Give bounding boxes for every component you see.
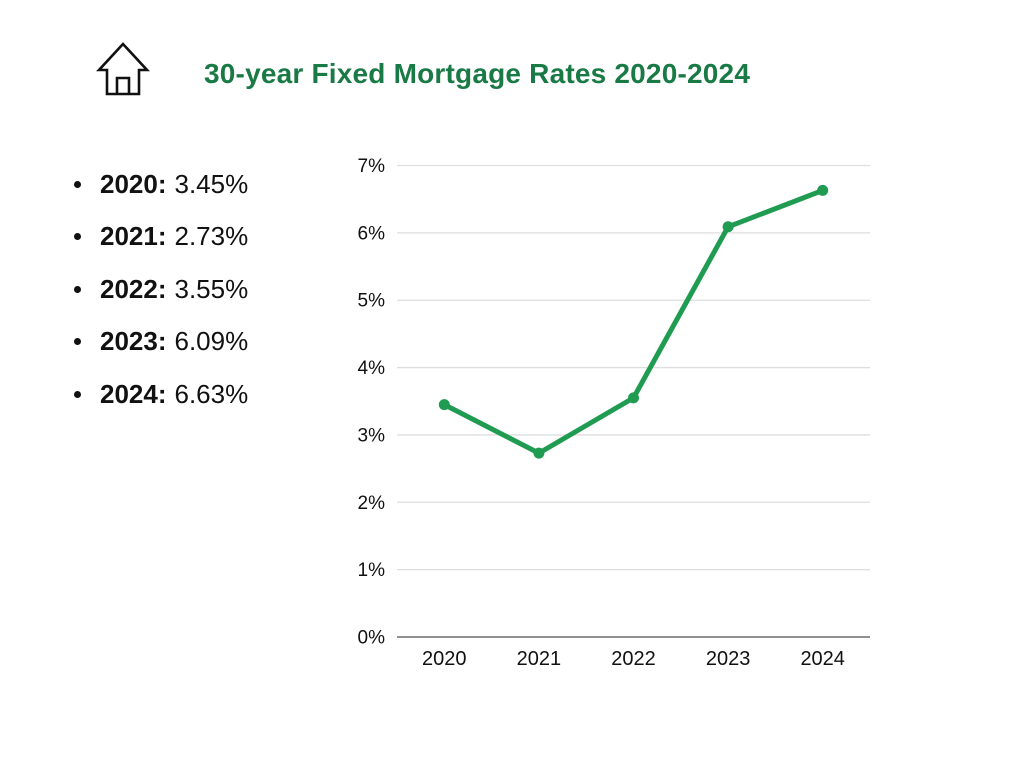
rate-value: 3.55% (174, 273, 249, 304)
rate-year-label: 2024: (100, 378, 167, 409)
y-tick-label: 3% (358, 425, 386, 446)
rate-value: 2.73% (174, 221, 249, 252)
rate-list-item: 2021: 2.73% (70, 211, 248, 264)
rate-list-item: 2020: 3.45% (70, 158, 248, 211)
rate-year-label: 2023: (100, 326, 167, 357)
y-tick-label: 1% (358, 560, 386, 581)
x-tick-label: 2021 (517, 648, 562, 670)
home-icon-svg (96, 42, 150, 96)
bullet-icon (74, 233, 81, 241)
page-title: 30-year Fixed Mortgage Rates 2020-2024 (204, 58, 751, 89)
rate-list-item: 2023: 6.09% (70, 316, 248, 369)
bullet-icon (74, 180, 81, 188)
rate-value: 6.09% (174, 326, 249, 357)
house-outline (96, 42, 150, 96)
data-point-marker (817, 184, 829, 196)
rate-value: 6.63% (174, 378, 249, 409)
y-tick-label: 5% (358, 291, 386, 312)
y-tick-label: 6% (358, 223, 386, 244)
bullet-icon (74, 390, 81, 398)
y-tick-label: 0% (358, 628, 386, 649)
bullet-icon (74, 338, 81, 346)
rate-year-label: 2022: (100, 273, 167, 304)
data-point-marker (438, 399, 450, 411)
home-icon (96, 42, 150, 96)
y-tick-label: 7% (358, 156, 386, 177)
x-tick-label: 2024 (800, 648, 845, 670)
y-tick-label: 2% (358, 493, 386, 514)
rate-value: 3.45% (174, 168, 249, 199)
mortgage-rates-line-chart: 0% 1% 2% 3% 4% 5% 6% 7% 2020 2021 2022 2023 2024 (358, 156, 870, 670)
x-tick-label: 2023 (706, 648, 751, 670)
data-point-marker (628, 392, 639, 404)
rate-year-label: 2020: (100, 168, 167, 199)
data-point-marker (722, 221, 734, 233)
x-tick-label: 2020 (422, 648, 467, 670)
rate-list-item: 2024: 6.63% (70, 368, 248, 421)
bullet-icon (74, 285, 81, 293)
rate-year-label: 2021: (100, 221, 167, 252)
rate-list-item: 2022: 3.55% (70, 263, 248, 316)
house-door (115, 76, 131, 94)
x-tick-label: 2022 (611, 648, 656, 670)
rates-list: 2020: 3.45% 2021: 2.73% 2022: 3.55% 2023… (70, 158, 248, 421)
data-point-marker (533, 447, 545, 459)
y-tick-label: 4% (358, 358, 386, 379)
rate-line (441, 187, 826, 456)
